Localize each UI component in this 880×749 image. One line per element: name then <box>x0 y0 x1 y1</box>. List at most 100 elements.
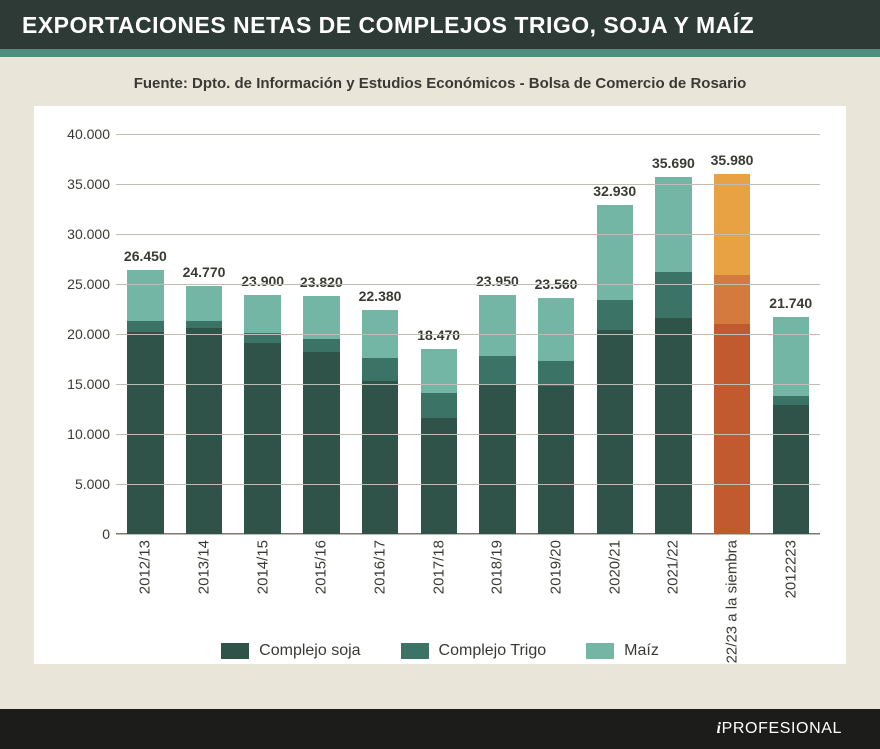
bar-total-label: 23.950 <box>476 273 519 289</box>
x-label-slot: 2015/16 <box>292 536 351 632</box>
gridline <box>116 134 820 135</box>
bar-segment-trigo <box>186 321 222 328</box>
y-tick-label: 40.000 <box>54 126 110 142</box>
x-tick-label: 2015/16 <box>313 540 330 594</box>
bar-segment-maiz <box>244 295 280 333</box>
bar-segment-trigo <box>479 356 515 384</box>
bar-total-label: 22.380 <box>359 288 402 304</box>
bar-segment-trigo <box>655 272 691 318</box>
gridline <box>116 334 820 335</box>
brand-logo: iPROFESIONAL <box>717 720 842 738</box>
x-label-slot: 2012/13 <box>116 536 175 632</box>
bar-segment-soja <box>244 343 280 534</box>
bar-segment-maiz <box>597 205 633 300</box>
bar-stack: 22.380 <box>362 310 398 534</box>
legend-item-maiz: Maíz <box>586 642 659 660</box>
y-tick-label: 0 <box>54 526 110 542</box>
x-tick-label: 2019/20 <box>548 540 565 594</box>
legend-label: Complejo soja <box>259 642 360 660</box>
gridline <box>116 234 820 235</box>
bar-total-label: 26.450 <box>124 248 167 264</box>
x-label-slot: 2014/15 <box>233 536 292 632</box>
bar-segment-maiz <box>186 286 222 321</box>
y-tick-label: 5.000 <box>54 476 110 492</box>
bar-segment-soja <box>597 330 633 534</box>
bar-segment-soja <box>186 328 222 534</box>
bar-stack: 23.950 <box>479 295 515 535</box>
bar-segment-maiz <box>655 177 691 272</box>
x-label-slot: 2016/17 <box>351 536 410 632</box>
x-tick-label: 2021/22 <box>665 540 682 594</box>
bar-segment-trigo <box>773 396 809 405</box>
x-tick-label: 2016/17 <box>372 540 389 594</box>
bar-segment-soja <box>538 386 574 534</box>
bar-segment-maiz <box>714 174 750 275</box>
bar-segment-trigo <box>303 339 339 352</box>
legend-swatch <box>401 643 429 659</box>
y-tick-label: 10.000 <box>54 426 110 442</box>
x-label-slot: 2012223 <box>761 536 820 632</box>
x-axis-labels: 2012/13 2013/14 2014/15 2015/16 2016/17 2017/… <box>116 536 820 632</box>
title-bar: EXPORTACIONES NETAS DE COMPLEJOS TRIGO, … <box>0 0 880 49</box>
bar-segment-maiz <box>421 349 457 393</box>
y-tick-label: 15.000 <box>54 376 110 392</box>
legend-swatch <box>586 643 614 659</box>
bar-stack: 24.770 <box>186 286 222 534</box>
x-tick-label: 2020/21 <box>606 540 623 594</box>
x-label-slot: 2017/18 <box>409 536 468 632</box>
bar-segment-maiz <box>538 298 574 361</box>
bar-stack: 21.740 <box>773 317 809 534</box>
legend-label: Complejo Trigo <box>439 642 547 660</box>
gridline <box>116 484 820 485</box>
bar-segment-trigo <box>127 321 163 332</box>
bar-segment-trigo <box>714 275 750 324</box>
x-tick-label: 2013/14 <box>196 540 213 594</box>
bar-segment-trigo <box>421 393 457 418</box>
gridline <box>116 434 820 435</box>
x-tick-label: 2014/15 <box>254 540 271 594</box>
y-tick-label: 30.000 <box>54 226 110 242</box>
accent-strip <box>0 49 880 57</box>
x-label-slot: 2020/21 <box>585 536 644 632</box>
bar-segment-soja <box>303 352 339 534</box>
gridline <box>116 534 820 535</box>
legend-swatch <box>221 643 249 659</box>
x-label-slot: 2013/14 <box>175 536 234 632</box>
bar-segment-soja <box>773 405 809 534</box>
gridline <box>116 384 820 385</box>
source-line: Fuente: Dpto. de Información y Estudios … <box>0 57 880 106</box>
bar-stack: 26.450 <box>127 270 163 535</box>
figure-frame: EXPORTACIONES NETAS DE COMPLEJOS TRIGO, … <box>0 0 880 749</box>
legend-label: Maíz <box>624 642 659 660</box>
bar-total-label: 35.690 <box>652 155 695 171</box>
y-tick-label: 35.000 <box>54 176 110 192</box>
bar-segment-trigo <box>538 361 574 386</box>
bar-total-label: 24.770 <box>183 264 226 280</box>
y-tick-label: 25.000 <box>54 276 110 292</box>
chart-title: EXPORTACIONES NETAS DE COMPLEJOS TRIGO, … <box>22 12 858 39</box>
bar-segment-maiz <box>303 296 339 339</box>
footer-bar: iPROFESIONAL <box>0 709 880 749</box>
bar-total-label: 18.470 <box>417 327 460 343</box>
x-label-slot: 22/23 a la siembra <box>703 536 762 632</box>
bar-total-label: 23.900 <box>241 273 284 289</box>
bar-stack: 35.980 <box>714 174 750 534</box>
bar-segment-soja <box>362 381 398 534</box>
gridline <box>116 284 820 285</box>
bar-segment-maiz <box>127 270 163 322</box>
x-label-slot: 2018/19 <box>468 536 527 632</box>
plot-area: 26.450 24.770 23.900 23.820 22.380 18.470 23.9… <box>116 134 820 534</box>
bar-segment-soja <box>127 332 163 534</box>
bar-segment-soja <box>479 384 515 534</box>
brand-rest: PROFESIONAL <box>722 720 842 737</box>
bar-segment-soja <box>655 318 691 534</box>
bar-segment-trigo <box>597 300 633 330</box>
x-tick-label: 2012223 <box>782 540 799 598</box>
bar-segment-soja <box>421 418 457 534</box>
x-tick-label: 2012/13 <box>137 540 154 594</box>
bar-segment-maiz <box>479 295 515 357</box>
chart-area: 26.450 24.770 23.900 23.820 22.380 18.470 23.9… <box>34 106 846 664</box>
bar-total-label: 23.820 <box>300 274 343 290</box>
bar-total-label: 35.980 <box>711 152 754 168</box>
bar-stack: 18.470 <box>421 349 457 534</box>
